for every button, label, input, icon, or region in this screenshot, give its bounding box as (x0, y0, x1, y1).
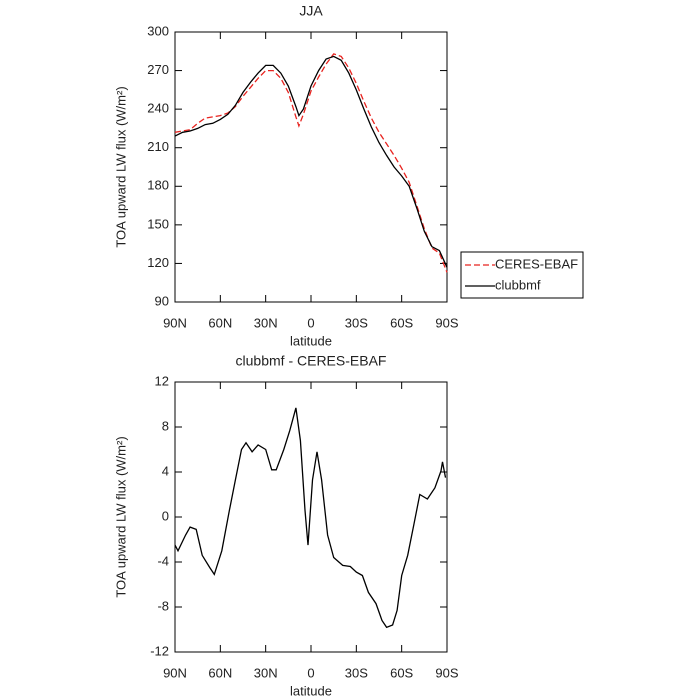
data-line (174, 55, 448, 268)
legend-box (460, 251, 584, 299)
x-tick-label: 60S (390, 315, 413, 330)
data-line (174, 407, 447, 629)
plot-frame (174, 381, 448, 653)
plot-frame (174, 31, 448, 303)
x-tick-label: 60N (208, 315, 232, 330)
y-tick-label: 210 (147, 139, 169, 154)
y-tick-label: -4 (157, 553, 169, 568)
x-tick-label: 90N (163, 665, 187, 680)
y-axis-label: TOA upward LW flux (W/m²) (113, 436, 128, 597)
x-tick-label: 0 (307, 315, 314, 330)
y-tick-label: 300 (147, 23, 169, 38)
legend-label: CERES-EBAF (495, 256, 578, 271)
y-tick-label: 4 (162, 463, 169, 478)
x-tick-label: 30S (345, 665, 368, 680)
y-tick-label: 120 (147, 255, 169, 270)
y-tick-label: -8 (157, 598, 169, 613)
y-tick-label: 8 (162, 418, 169, 433)
chart-title: clubbmf - CERES-EBAF (236, 353, 387, 369)
y-tick-label: -12 (150, 643, 169, 658)
x-tick-label: 30S (345, 315, 368, 330)
y-tick-label: 12 (155, 373, 169, 388)
y-tick-label: 240 (147, 101, 169, 116)
y-tick-label: 0 (162, 508, 169, 523)
x-axis-label: latitude (290, 333, 332, 348)
x-tick-label: 30N (254, 665, 278, 680)
y-tick-label: 270 (147, 62, 169, 77)
x-tick-label: 0 (307, 665, 314, 680)
x-tick-label: 90N (163, 315, 187, 330)
data-line (174, 53, 448, 273)
y-tick-label: 90 (155, 293, 169, 308)
y-tick-label: 180 (147, 178, 169, 193)
y-tick-label: 150 (147, 216, 169, 231)
x-tick-label: 90S (435, 665, 458, 680)
x-tick-label: 60N (208, 665, 232, 680)
x-tick-label: 30N (254, 315, 278, 330)
chart-title: JJA (299, 3, 323, 19)
x-tick-label: 60S (390, 665, 413, 680)
x-axis-label: latitude (290, 683, 332, 698)
y-axis-label: TOA upward LW flux (W/m²) (113, 86, 128, 247)
x-tick-label: 90S (435, 315, 458, 330)
legend-label: clubbmf (495, 277, 541, 292)
